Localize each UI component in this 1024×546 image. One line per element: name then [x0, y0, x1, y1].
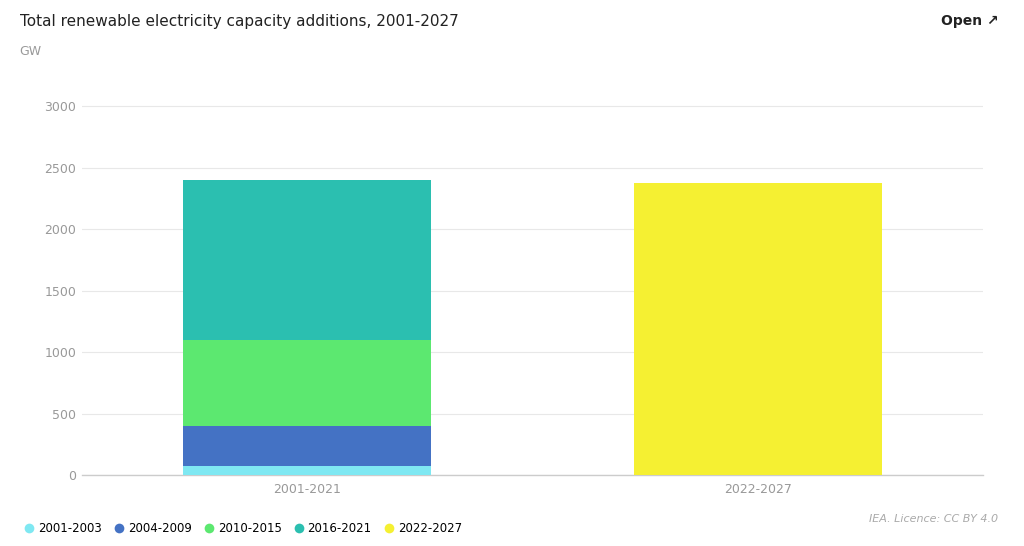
Text: Open ↗: Open ↗ — [941, 14, 998, 28]
Bar — [183, 340, 431, 426]
Text: GW: GW — [18, 45, 41, 58]
Text: IEA. Licence: CC BY 4.0: IEA. Licence: CC BY 4.0 — [869, 514, 998, 524]
Bar — [183, 426, 431, 466]
Legend: 2001-2003, 2004-2009, 2010-2015, 2016-2021, 2022-2027: 2001-2003, 2004-2009, 2010-2015, 2016-20… — [27, 521, 462, 535]
Text: Total renewable electricity capacity additions, 2001-2027: Total renewable electricity capacity add… — [20, 14, 459, 28]
Bar — [183, 180, 431, 340]
Bar — [183, 466, 431, 475]
Bar — [634, 182, 882, 475]
